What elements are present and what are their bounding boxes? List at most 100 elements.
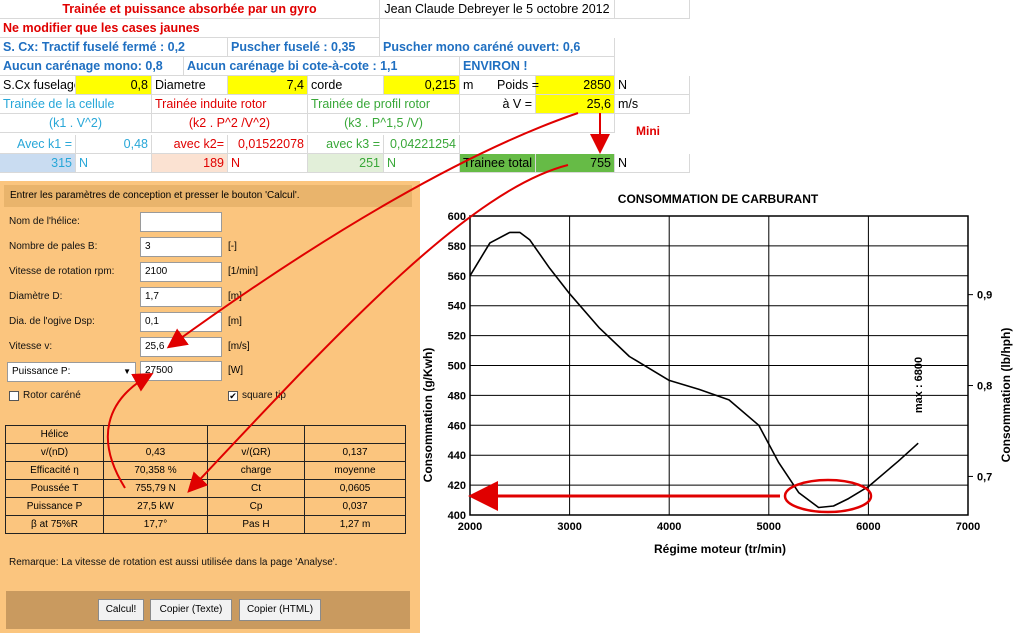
empty-cell[interactable] [460,114,615,133]
corde-label: corde [308,76,384,95]
r3-value: 251 [308,154,384,173]
y-tick-label: 420 [448,480,466,492]
x-tick-label: 2000 [458,521,482,533]
sheet-warning: Ne modifier que les cases jaunes [0,19,380,38]
trainee-total-unit: N [615,154,690,173]
ogive-unit: [m] [228,316,242,327]
corde-input[interactable]: 0,215 [384,76,460,95]
mini-label: Mini [636,124,660,138]
scx-info-aucun-mono: Aucun carénage mono: 0,8 [0,57,184,76]
y-axis-label: Consommation (g/Kwh) [421,348,435,483]
calcul-button[interactable]: Calcul! [98,599,144,621]
arrow-thrust [187,164,569,493]
table-row: Puissance P 27,5 kW Cp 0,037 [5,497,406,516]
cell: β at 75%R [5,515,104,534]
x-tick-label: 5000 [757,521,781,533]
k2-label: avec k2= [152,135,228,154]
rpm-label: Vitesse de rotation rpm: [9,266,115,277]
sheet-author-date: Jean Claude Debreyer le 5 octobre 2012 [380,0,615,19]
puissance-select[interactable]: Puissance P: ▼ [7,362,136,382]
y-tick-label: 400 [448,510,466,522]
y2-tick-label: 0,8 [977,381,992,393]
v-unit: m/s [615,95,690,114]
rpm-unit: [1/min] [228,266,259,277]
r1-unit: N [76,154,152,173]
y-tick-label: 460 [448,420,466,432]
trainee-total-label: Trainee total [460,154,536,173]
table-row: v/(nD) 0,43 v/(ΩR) 0,137 [5,443,406,462]
r2-value: 189 [152,154,228,173]
poids-unit: N [615,76,690,95]
poids-input[interactable]: 2850 [536,76,615,95]
button-bar: Calcul! Copier (Texte) Copier (HTML) [6,591,410,629]
diametre-input[interactable]: 7,4 [228,76,308,95]
square-tip-label: square tip [242,390,286,401]
pales-label: Nombre de pales B: [9,241,98,252]
puissance-unit: [W] [228,365,243,376]
pales-input[interactable]: 3 [140,237,222,257]
corde-unit: m [460,76,536,95]
y2-axis-label: Consommation (lb/hph) [999,328,1013,463]
vitesse-label: Vitesse v: [9,341,53,352]
vitesse-unit: [m/s] [228,341,250,352]
y-tick-label: 500 [448,361,466,373]
puissance-input[interactable]: 27500 [140,361,222,381]
empty-cell[interactable] [615,0,690,19]
y2-tick-label: 0,9 [977,290,992,302]
scx-info-puscher-fusele: Puscher fuselé : 0,35 [228,38,380,57]
nom-label: Nom de l'hélice: [9,216,80,227]
square-tip-checkbox[interactable]: ✔ [228,391,238,401]
trainee-induite-label: Trainée induite rotor [152,95,308,114]
fuel-consumption-chart: CONSOMMATION DE CARBURANT Régime moteur … [420,185,1024,633]
copier-texte-button[interactable]: Copier (Texte) [150,599,232,621]
spreadsheet: Trainée et puissance absorbée par un gyr… [0,0,690,178]
scx-fuselage-input[interactable]: 0,8 [76,76,152,95]
x-tick-label: 7000 [956,521,980,533]
x-tick-label: 6000 [856,521,880,533]
y-tick-label: 480 [448,390,466,402]
y-tick-label: 520 [448,331,466,343]
formula-k2: (k2 . P^2 /V^2) [152,114,308,133]
remark-text: Remarque: La vitesse de rotation est aus… [9,557,338,568]
k2-value: 0,01522078 [228,135,308,154]
check-icon: ✔ [229,391,237,401]
k3-value: 0,04221254 [384,135,460,154]
y2-tick-label: 0,7 [977,471,992,483]
cell: 1,27 m [304,515,406,534]
scx-info-puscher-mono: Puscher mono caréné ouvert: 0,6 [380,38,615,57]
formula-k3: (k3 . P^1,5 /V) [308,114,460,133]
table-row: β at 75%R 17,7° Pas H 1,27 m [5,515,406,534]
dialog-header: Entrer les paramètres de conception et p… [4,185,412,207]
diametre-label: Diametre [152,76,228,95]
sheet-title: Trainée et puissance absorbée par un gyr… [0,0,380,19]
arrow-power [106,373,154,489]
puissance-select-label: Puissance P: [12,366,71,377]
poids-label: Poids = [497,78,540,92]
rotor-carene-checkbox[interactable] [9,391,19,401]
formula-k1: (k1 . V^2) [0,114,152,133]
max-annotation: max : 6800 [913,357,925,413]
rotor-carene-label: Rotor caréné [23,390,81,401]
ogive-label: Dia. de l'ogive Dsp: [9,316,95,327]
y-tick-label: 580 [448,241,466,253]
pales-unit: [-] [228,241,237,252]
nom-input[interactable] [140,212,222,232]
minimum-highlight-ellipse [783,478,873,514]
rpm-input[interactable]: 2100 [140,262,222,282]
chart-svg: CONSOMMATION DE CARBURANT Régime moteur … [421,192,1013,556]
scx-fuselage-label: S.Cx fuselage [0,76,76,95]
k1-value: 0,48 [76,135,152,154]
y-tick-label: 600 [448,211,466,223]
copier-html-button[interactable]: Copier (HTML) [239,599,321,621]
scx-info-aucun-bi: Aucun carénage bi cote-à-cote : 1,1 [184,57,460,76]
diam-input[interactable]: 1,7 [140,287,222,307]
chevron-down-icon: ▼ [123,367,131,376]
v-label: à V = [460,95,536,114]
table-row: Poussée T 755,79 N Ct 0,0605 [5,479,406,498]
k1-label: Avec k1 = [0,135,76,154]
x-tick-label: 3000 [557,521,581,533]
x-tick-label: 4000 [657,521,681,533]
diam-label: Diamètre D: [9,291,63,302]
scx-info-tractif: S. Cx: Tractif fuselé fermé : 0,2 [0,38,228,57]
